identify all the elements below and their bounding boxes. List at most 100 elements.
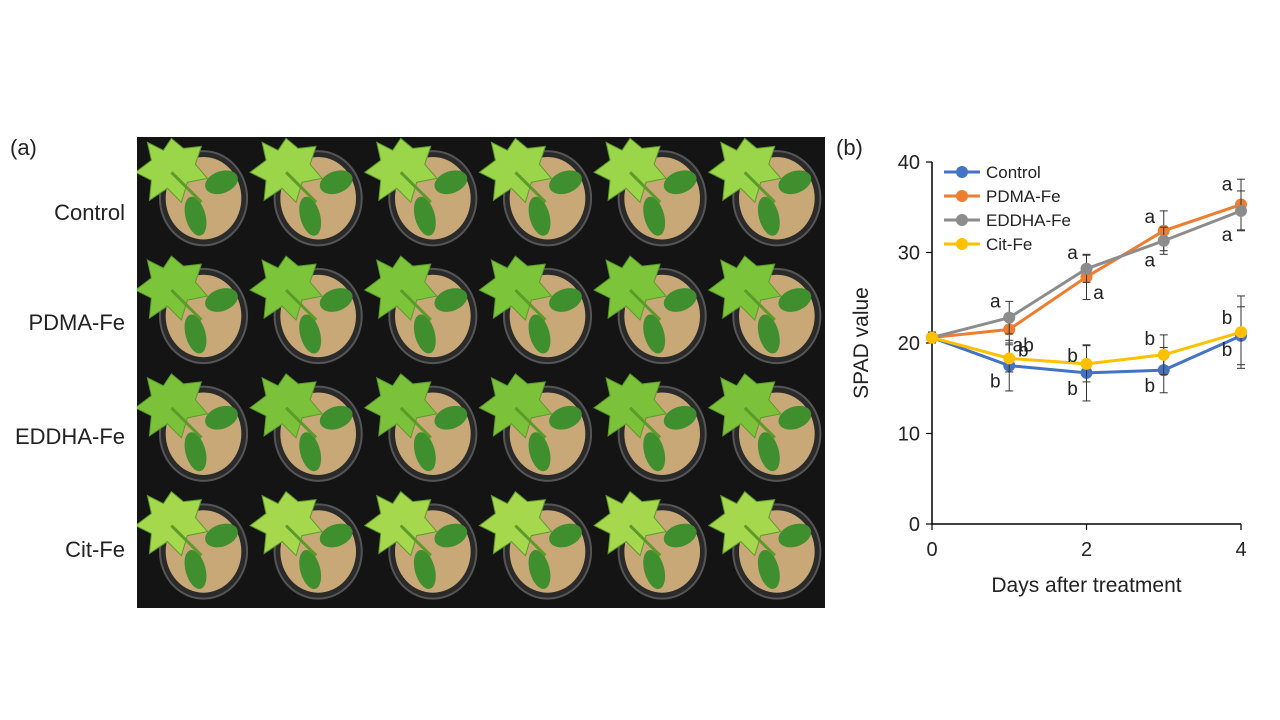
significance-letter: a: [1093, 283, 1104, 304]
x-tick-label: 0: [926, 539, 937, 561]
cotyledon: [205, 405, 238, 430]
data-point: [1080, 262, 1093, 275]
cotyledon: [184, 432, 207, 472]
y-tick-label: 0: [909, 514, 920, 536]
cotyledon: [319, 523, 353, 548]
significance-letter: b: [1018, 340, 1029, 361]
leaf-stem: [285, 406, 318, 439]
x-tick-label: 2: [1081, 539, 1092, 561]
cotyledon: [528, 549, 551, 589]
true-leaf: [363, 373, 438, 439]
significance-letter: a: [1067, 243, 1078, 264]
row-label-pdma-fe: PDMA-Fe: [28, 310, 125, 335]
data-point: [1235, 326, 1247, 339]
leaf-stem: [285, 289, 318, 322]
cotyledon: [299, 549, 322, 589]
seedling-pot: [249, 373, 363, 482]
true-leaf: [249, 255, 324, 322]
leaf-stem: [399, 406, 432, 439]
legend-swatch-marker: [956, 238, 968, 250]
y-tick-label: 20: [898, 333, 920, 355]
true-leaf: [478, 490, 553, 557]
significance-letter: a: [1144, 251, 1155, 272]
cotyledon: [549, 523, 582, 548]
leaf-stem: [743, 171, 776, 204]
seedling-pot: [134, 255, 249, 365]
significance-letter: b: [1222, 308, 1233, 329]
cotyledon: [643, 196, 666, 236]
series-cit-fe: [926, 295, 1247, 383]
cotyledon: [299, 432, 322, 472]
leaf-stem: [170, 171, 203, 204]
cotyledon: [778, 523, 812, 548]
true-leaf: [707, 373, 782, 439]
leaf-stem: [285, 171, 318, 204]
true-leaf: [707, 137, 782, 204]
seedling-pot: [478, 137, 593, 247]
true-leaf: [707, 490, 782, 557]
true-leaf: [478, 373, 553, 439]
row-label-eddha-fe: EDDHA-Fe: [14, 424, 125, 449]
cotyledon: [663, 170, 697, 195]
leaf-stem: [170, 524, 203, 557]
y-tick-label: 40: [898, 152, 920, 174]
cotyledon: [643, 549, 666, 589]
leaf-stem: [514, 289, 547, 322]
seedling-pot: [134, 373, 249, 482]
x-tick-label: 4: [1235, 539, 1246, 561]
seedling-pot: [363, 255, 478, 365]
cotyledon: [184, 549, 207, 589]
cotyledon: [434, 405, 468, 430]
seedling-pot: [363, 137, 478, 247]
y-tick-label: 10: [898, 424, 920, 446]
legend-swatch-marker: [956, 190, 968, 202]
true-leaf: [249, 137, 324, 204]
leaf-stem: [629, 289, 662, 322]
cotyledon: [549, 170, 582, 195]
seedling-pot: [249, 490, 363, 600]
leaf-stem: [170, 289, 203, 322]
significance-letter: a: [1222, 225, 1233, 246]
chart-svg: 0 10 20 30 40 0 2 4 Days after treatment SPAD val…: [850, 152, 1247, 597]
cotyledon: [299, 314, 322, 354]
cotyledon: [663, 405, 697, 430]
cotyledon: [643, 314, 666, 354]
significance-letter: b: [1067, 346, 1078, 367]
cotyledon: [778, 288, 812, 312]
x-axis-label: Days after treatment: [991, 574, 1181, 597]
cotyledon: [413, 432, 436, 472]
cotyledon: [528, 196, 551, 236]
leaf-stem: [629, 524, 662, 557]
seedling-pot: [134, 490, 249, 600]
true-leaf: [478, 255, 553, 322]
leaf-stem: [514, 524, 547, 557]
cotyledon: [184, 314, 207, 354]
legend-entry: EDDHA-Fe: [986, 211, 1071, 230]
cotyledon: [757, 314, 780, 354]
significance-letter: a: [1222, 175, 1233, 196]
legend-swatch-marker: [956, 166, 968, 178]
data-point: [1003, 352, 1016, 365]
legend-swatch-marker: [956, 214, 968, 226]
seedling-pot: [593, 373, 707, 482]
true-leaf: [707, 255, 782, 322]
significance-letter: b: [990, 372, 1001, 393]
cotyledon: [299, 196, 322, 236]
cotyledon: [413, 196, 436, 236]
true-leaf: [249, 373, 324, 439]
cotyledon: [528, 432, 551, 472]
cotyledon: [757, 196, 780, 236]
true-leaf: [363, 137, 438, 204]
leaf-stem: [514, 171, 547, 204]
data-point: [1003, 311, 1016, 324]
significance-letter: b: [1067, 379, 1078, 400]
seedling-pot: [134, 137, 249, 247]
true-leaf: [363, 490, 438, 557]
leaf-stem: [743, 289, 776, 322]
cotyledon: [778, 170, 812, 195]
leaf-stem: [743, 524, 776, 557]
cotyledon: [319, 405, 353, 430]
significance-letter: b: [1144, 329, 1155, 350]
seedling-pot: [478, 373, 593, 482]
cotyledon: [663, 288, 697, 312]
